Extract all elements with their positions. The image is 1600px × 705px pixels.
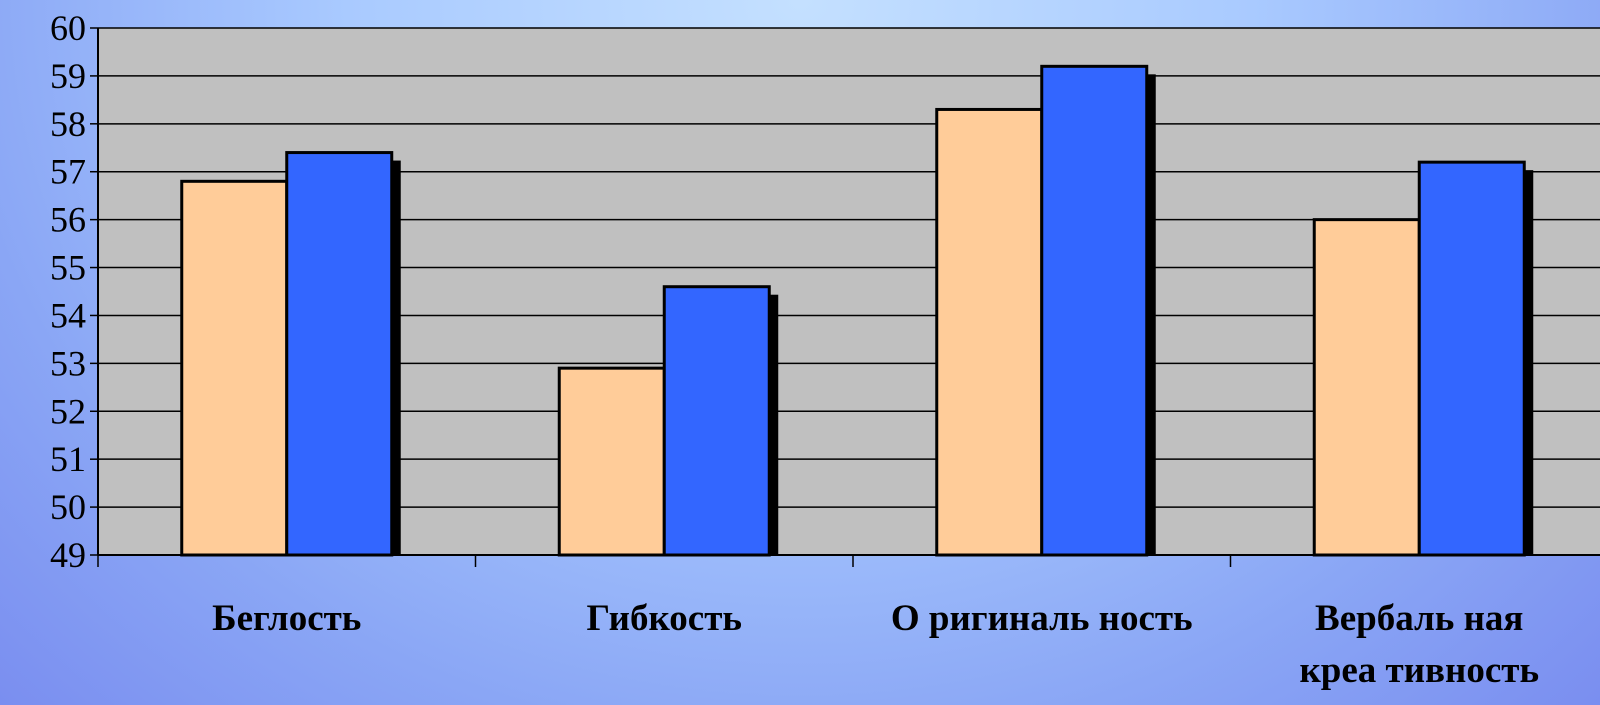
y-tick-label: 59 [50,56,86,96]
y-tick-label: 60 [50,8,86,48]
y-tick-label: 56 [50,200,86,240]
x-category-label: О ригиналь ность [891,598,1193,639]
y-tick-label: 55 [50,248,86,288]
y-tick-label: 58 [50,104,86,144]
bar [1312,218,1421,557]
bars [180,64,1534,557]
x-category-label: Вербаль ная креа тивность [1299,598,1539,691]
y-tick-label: 50 [50,487,86,527]
x-category-label: Беглость [212,598,361,639]
axes [90,27,1600,567]
y-tick-label: 57 [50,152,86,192]
y-tick-label: 53 [50,343,86,383]
y-tick-label: 49 [50,535,86,575]
x-category-labels: Беглость Гибкость О ригиналь ность Вербаль … [212,598,1539,691]
bar [1417,160,1526,557]
y-tick-label: 54 [50,295,86,335]
y-tick-label: 51 [50,439,86,479]
y-tick-label: 52 [50,391,86,431]
bar [285,151,394,557]
bar [180,179,289,557]
bar [1040,64,1149,557]
bar [662,285,771,557]
x-category-label: Гибкость [587,598,742,639]
bar [557,366,666,557]
bar [935,107,1044,557]
y-tick-labels: 49 50 51 52 53 54 55 56 57 58 59 60 [50,8,86,575]
